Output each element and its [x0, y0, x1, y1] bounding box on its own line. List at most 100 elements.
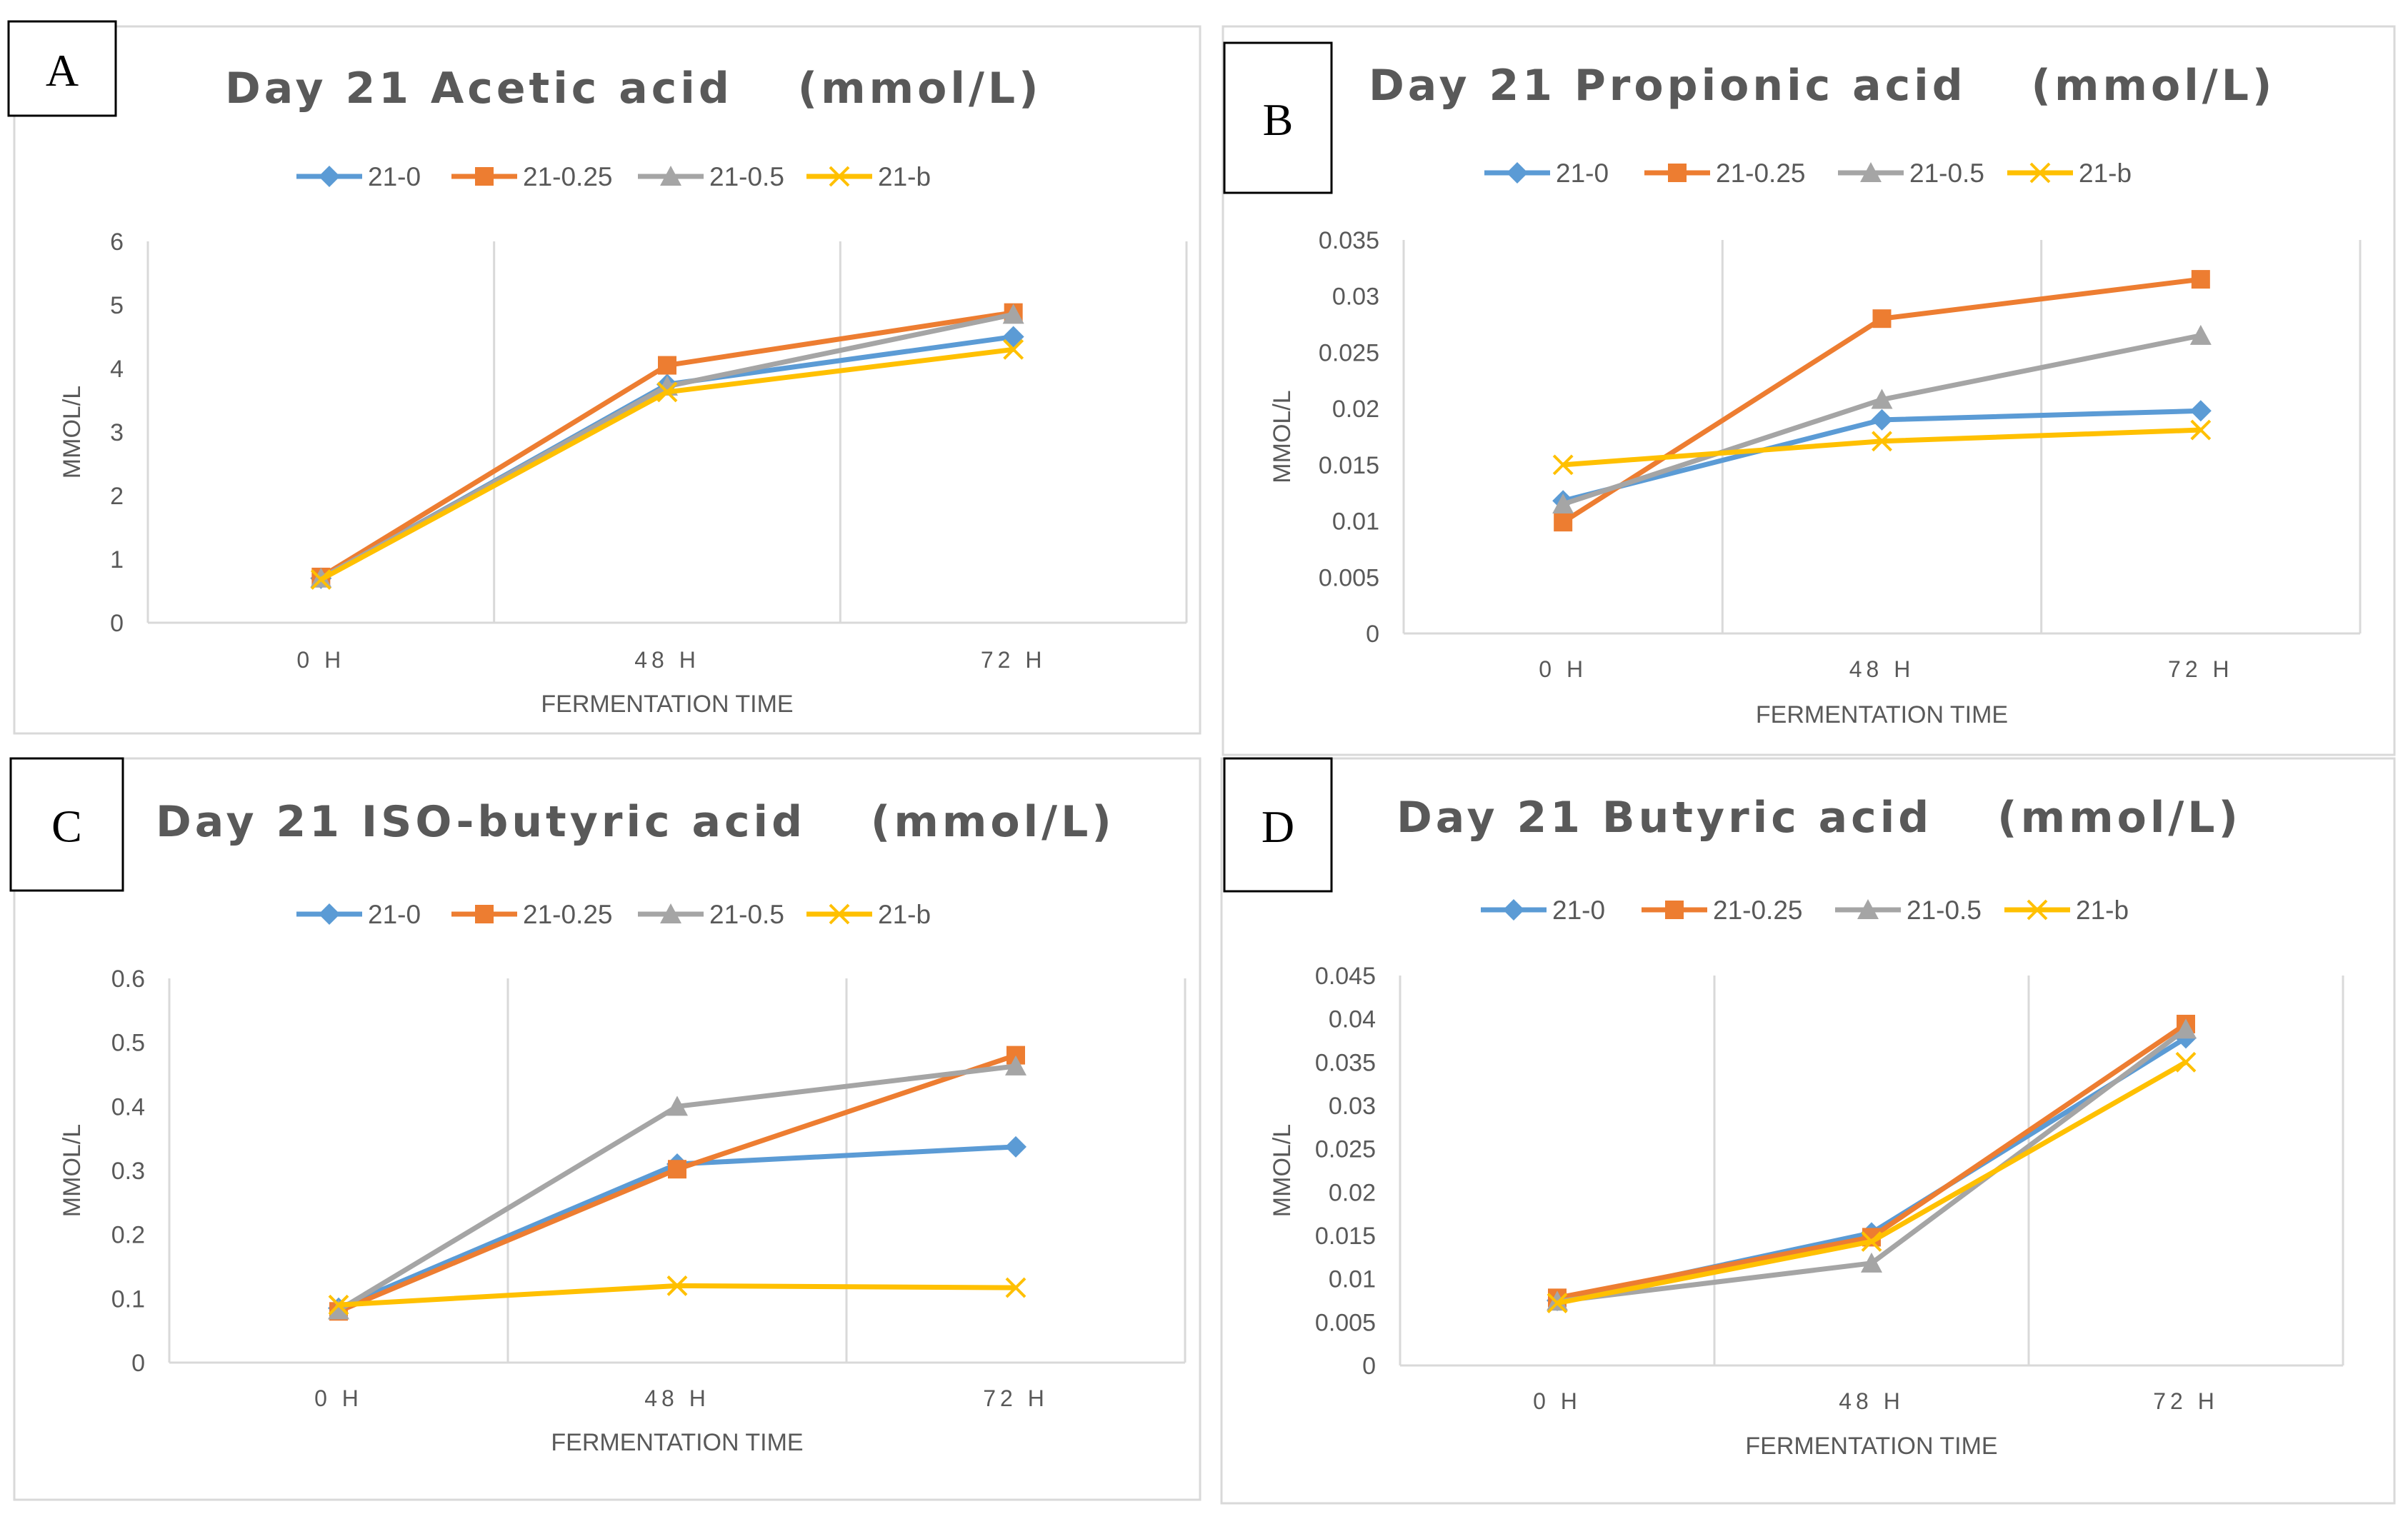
- legend-marker-diamond: [319, 903, 340, 925]
- legend-marker-diamond: [1507, 162, 1528, 184]
- series-21-b: [1547, 1051, 2197, 1314]
- legend-label: 21-0.5: [1907, 896, 1982, 925]
- legend-marker-x: [2029, 162, 2051, 184]
- data-point-21-b: [1003, 339, 1024, 360]
- x-axis-title: FERMENTATION TIME: [1745, 1433, 1997, 1460]
- data-point-21-0.5: [1005, 1055, 1026, 1076]
- legend-label: 21-0.5: [1909, 159, 1984, 188]
- legend-label: 21-0: [1552, 896, 1605, 925]
- data-point-21-b: [328, 1294, 349, 1315]
- legend-item-21-0: 21-0: [1484, 159, 1609, 188]
- y-tick-label: 0.03: [1329, 1093, 1376, 1120]
- chart-title: Day 21 Propionic acid (mmol/L): [1369, 61, 2275, 111]
- y-tick-label: 0.2: [111, 1222, 145, 1249]
- legend-marker-x-stroke-b: [829, 166, 850, 187]
- legend-item-21-0.25: 21-0.25: [1644, 159, 1806, 188]
- data-point-21-b-stroke-b: [1552, 454, 1574, 476]
- panel-letter: B: [1263, 94, 1294, 145]
- data-point-21-b: [1547, 1293, 1568, 1314]
- y-tick-label: 6: [110, 229, 124, 256]
- legend-label: 21-0.25: [523, 162, 613, 191]
- legend-label: 21-0.25: [523, 900, 613, 929]
- data-point-21-0.5: [2189, 324, 2212, 345]
- y-tick-label: 0.025: [1315, 1136, 1376, 1163]
- data-point-21-0.25: [1554, 513, 1573, 532]
- panel-c: 0 0.1 0.2 0.3 0.4 0.5 0.6 0 H 48 H 72 H FERMENTATI…: [9, 757, 1201, 1501]
- chart-area-frame: [1220, 757, 2396, 1505]
- chart-area-frame: [13, 25, 1201, 735]
- x-tick-label: 72 H: [983, 1385, 1049, 1411]
- legend-label: 21-b: [878, 900, 931, 929]
- panel-letter: C: [51, 801, 82, 852]
- data-point-21-0.25: [2191, 270, 2210, 289]
- legend-marker-diamond: [1503, 899, 1524, 921]
- panel-letter-box: [9, 757, 124, 892]
- y-axis-title: MMOL/L: [1269, 390, 1296, 483]
- legend-item-21-b: 21-b: [2004, 896, 2129, 925]
- data-point-21-0: [1871, 408, 1893, 431]
- panel-letter: A: [46, 45, 79, 96]
- x-tick-label: 48 H: [634, 647, 700, 673]
- chart-title: Day 21 Butyric acid (mmol/L): [1397, 793, 2242, 843]
- legend-item-21-0: 21-0: [1481, 896, 1605, 925]
- data-point-21-0: [1005, 1136, 1026, 1158]
- data-point-21-b-stroke-b: [1547, 1293, 1568, 1314]
- data-point-21-0: [2189, 400, 2212, 422]
- legend-item-21-0.25: 21-0.25: [1642, 896, 1803, 925]
- data-point-21-0.5: [2175, 1018, 2197, 1039]
- x-tick-label: 72 H: [981, 647, 1046, 673]
- y-tick-label: 0.035: [1315, 1049, 1376, 1076]
- y-tick-label: 0.1: [111, 1285, 145, 1313]
- legend-item-21-0.5: 21-0.5: [1838, 159, 1984, 188]
- y-tick-label: 0.015: [1319, 452, 1379, 479]
- legend-marker-square: [1668, 164, 1687, 182]
- data-point-21-b-stroke-b: [2190, 419, 2212, 441]
- data-point-21-b-stroke-b: [1003, 339, 1024, 360]
- legend-label: 21-0.5: [709, 162, 784, 191]
- x-axis-title: FERMENTATION TIME: [541, 691, 793, 718]
- data-point-21-b-stroke-b: [656, 381, 678, 403]
- data-point-21-b-stroke-b: [1861, 1231, 1882, 1252]
- legend-marker-square: [475, 905, 494, 923]
- panel-letter-box: [1223, 41, 1333, 194]
- x-tick-label: 72 H: [2153, 1388, 2219, 1414]
- y-tick-label: 0.6: [111, 966, 145, 993]
- legend-label: 21-0: [1556, 159, 1609, 188]
- x-tick-label: 48 H: [1849, 656, 1915, 682]
- series-21-0.5: [1552, 324, 2212, 513]
- data-point-21-b: [1005, 1277, 1026, 1298]
- legend-item-21-0: 21-0: [296, 900, 421, 929]
- y-axis-title: MMOL/L: [1269, 1124, 1296, 1217]
- legend-marker-x-stroke-b: [829, 903, 850, 925]
- y-tick-label: 0: [131, 1350, 145, 1377]
- x-tick-label: 48 H: [644, 1385, 710, 1411]
- data-point-21-0.5: [1861, 1252, 1882, 1273]
- y-tick-label: 0.045: [1315, 963, 1376, 990]
- y-tick-label: 0: [1366, 621, 1379, 648]
- legend-label: 21-0: [368, 900, 421, 929]
- data-point-21-0.25: [658, 356, 676, 375]
- y-tick-label: 0.4: [111, 1093, 145, 1121]
- panel-letter-box: [7, 20, 117, 117]
- series-21-b: [328, 1275, 1026, 1315]
- x-tick-label: 72 H: [2168, 656, 2234, 682]
- y-tick-label: 0.03: [1332, 284, 1379, 311]
- legend-item-21-b: 21-b: [2007, 159, 2132, 188]
- legend-label: 21-b: [2079, 159, 2132, 188]
- data-point-21-b: [666, 1275, 688, 1296]
- legend-marker-triangle: [660, 166, 681, 186]
- legend-label: 21-0.25: [1716, 159, 1806, 188]
- data-point-21-b-stroke-b: [1005, 1277, 1026, 1298]
- data-point-21-0.5: [1002, 304, 1024, 324]
- legend-marker-x-stroke-b: [2029, 162, 2051, 184]
- panel-d: 0 0.005 0.01 0.015 0.02 0.025 0.03 0.035 0.04 0.0…: [1220, 757, 2396, 1505]
- data-point-21-b: [656, 381, 678, 403]
- data-point-21-b-stroke-b: [666, 1275, 688, 1296]
- legend-item-21-0: 21-0: [296, 162, 421, 191]
- chart-title: Day 21 ISO-butyric acid (mmol/L): [156, 797, 1115, 847]
- panel-a: 0 1 2 3 4 5 6 0 H 48 H 72 H FERMENTATION TIME MMOL/…: [7, 20, 1201, 735]
- chart-area-frame: [13, 757, 1201, 1501]
- y-tick-label: 1: [110, 546, 124, 573]
- y-tick-label: 0.015: [1315, 1223, 1376, 1250]
- data-point-21-0.5: [1552, 493, 1574, 513]
